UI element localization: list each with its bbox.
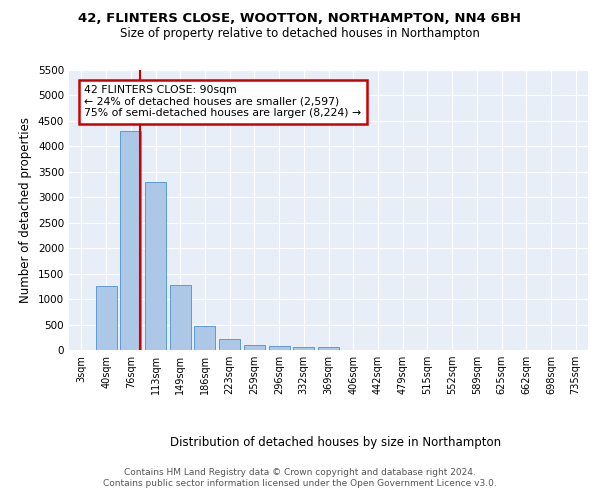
Bar: [170, 285, 191, 350]
Y-axis label: Number of detached properties: Number of detached properties: [19, 117, 32, 303]
Bar: [244, 346, 265, 350]
Bar: [318, 348, 339, 350]
Bar: [194, 326, 215, 350]
Bar: [145, 182, 166, 350]
Text: Contains HM Land Registry data © Crown copyright and database right 2024.
Contai: Contains HM Land Registry data © Crown c…: [103, 468, 497, 487]
Text: Size of property relative to detached houses in Northampton: Size of property relative to detached ho…: [120, 28, 480, 40]
Bar: [120, 131, 141, 350]
Text: 42, FLINTERS CLOSE, WOOTTON, NORTHAMPTON, NN4 6BH: 42, FLINTERS CLOSE, WOOTTON, NORTHAMPTON…: [79, 12, 521, 26]
Text: Distribution of detached houses by size in Northampton: Distribution of detached houses by size …: [170, 436, 502, 449]
Bar: [293, 348, 314, 350]
Bar: [219, 339, 240, 350]
Bar: [269, 346, 290, 350]
Text: 42 FLINTERS CLOSE: 90sqm
← 24% of detached houses are smaller (2,597)
75% of sem: 42 FLINTERS CLOSE: 90sqm ← 24% of detach…: [85, 86, 361, 118]
Bar: [95, 286, 116, 350]
